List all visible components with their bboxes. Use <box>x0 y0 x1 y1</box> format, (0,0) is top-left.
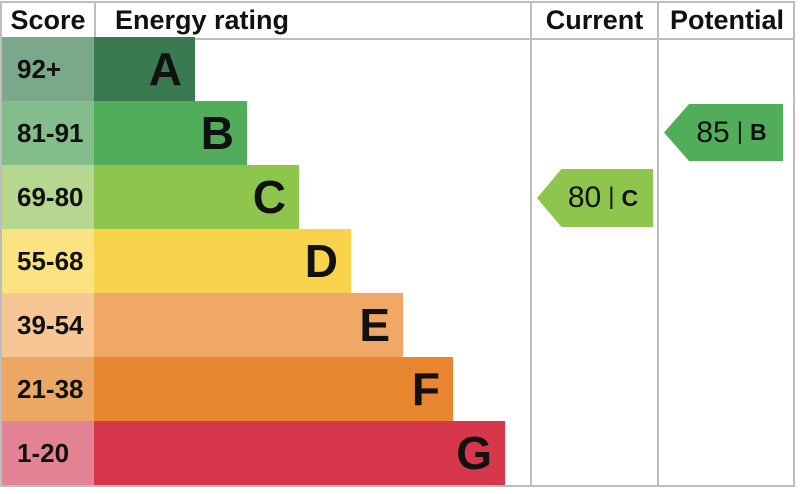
potential-column-left-border <box>657 3 659 485</box>
band-row-e: 39-54 E <box>2 293 531 357</box>
potential-rating-value: 85 <box>696 115 730 149</box>
current-rating-value: 80 <box>567 181 602 214</box>
band-row-b: 81-91 B <box>2 101 531 165</box>
rating-bar: G <box>94 421 505 485</box>
rating-bar: A <box>94 37 195 101</box>
rating-bar: E <box>94 293 403 357</box>
band-row-c: 69-80 C <box>2 165 531 229</box>
current-rating-letter: C <box>621 184 639 211</box>
score-cell: 39-54 <box>2 293 94 357</box>
band-row-a: 92+ A <box>2 37 531 101</box>
band-row-d: 55-68 D <box>2 229 531 293</box>
score-cell: 55-68 <box>2 229 94 293</box>
rating-letter: C <box>252 171 286 223</box>
potential-rating-separator: | <box>736 117 743 145</box>
rating-letter: G <box>456 427 492 479</box>
score-cell: 69-80 <box>2 165 94 229</box>
score-cell: 92+ <box>2 37 94 101</box>
score-cell: 1-20 <box>2 421 94 485</box>
energy-rating-column-header: Energy rating <box>115 4 290 35</box>
band-row-f: 21-38 F <box>2 357 531 421</box>
rating-letter: D <box>304 235 338 287</box>
current-rating-arrow: 80 | C <box>537 169 653 227</box>
rating-letter: A <box>148 43 182 95</box>
score-column-header: Score <box>2 3 96 37</box>
rating-bar: F <box>94 357 453 421</box>
rating-letter: E <box>359 299 390 351</box>
current-rating-separator: | <box>608 183 615 210</box>
rating-letter: F <box>411 363 440 415</box>
potential-column-header: Potential <box>669 4 784 35</box>
header-divider-line <box>2 38 795 40</box>
potential-rating-arrow: 85 | B <box>664 104 783 161</box>
rating-letter: B <box>200 107 234 159</box>
band-row-g: 1-20 G <box>2 421 531 485</box>
score-cell: 21-38 <box>2 357 94 421</box>
current-column-left-border <box>530 3 532 485</box>
potential-rating-letter: B <box>749 119 767 145</box>
score-cell: 81-91 <box>2 101 94 165</box>
rating-bar: C <box>94 165 299 229</box>
current-column-header: Current <box>545 4 644 35</box>
rating-bar: D <box>94 229 351 293</box>
rating-band-rows: 92+ A 81-91 B 69-80 C 55-68 D 39-54 E 21… <box>2 37 531 485</box>
chart-header: Score Energy rating Current Potential <box>2 3 795 40</box>
rating-bar: B <box>94 101 247 165</box>
